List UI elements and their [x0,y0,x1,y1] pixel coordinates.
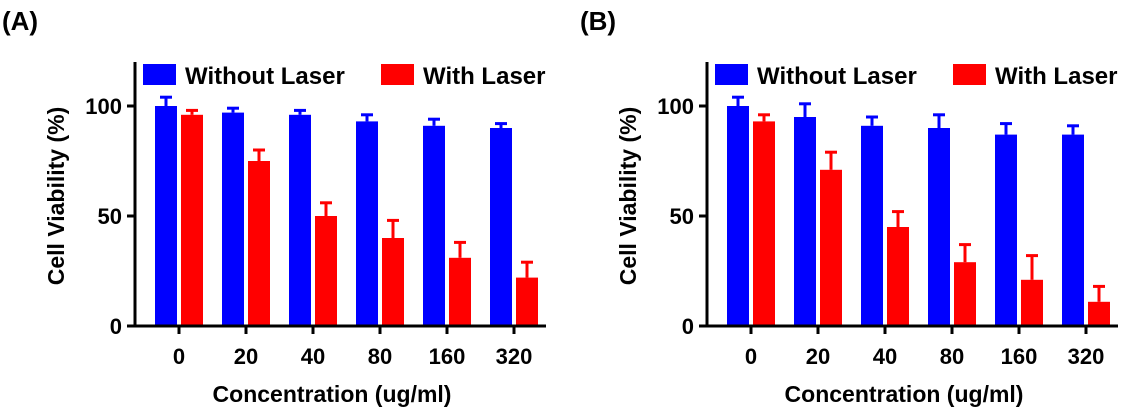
x-tick-label: 20 [806,344,830,369]
x-tick-label: 0 [173,344,185,369]
bar [516,277,538,326]
panel-b: (B) Cell Viability (%) Concentration (ug… [580,6,1118,407]
plot-area: 0 50 100 0 20 40 80 160 320 [657,62,1118,369]
y-axis-title: Cell Viability (%) [43,107,69,286]
x-tick-label: 80 [940,344,964,369]
bar [449,257,471,326]
panel-label: (B) [580,6,616,36]
y-tick-label: 0 [682,314,694,339]
y-tick-label: 50 [98,204,122,229]
bar [794,117,816,326]
bar [995,134,1017,326]
bar [356,121,378,327]
x-tick-label: 40 [873,344,897,369]
bar [861,125,883,326]
bar [490,128,512,326]
x-tick-label: 40 [301,344,325,369]
legend-label-with-laser: With Laser [995,63,1117,90]
legend-swatch-without-laser [715,64,748,85]
plot-area: 0 50 100 0 20 40 80 160 320 [85,62,546,369]
legend-label-without-laser: Without Laser [757,63,917,90]
bar [248,161,270,326]
x-tick-label: 20 [234,344,258,369]
y-tick-label: 100 [657,94,694,119]
bar [887,227,909,326]
x-tick-label: 160 [429,344,466,369]
y-tick-label: 0 [110,314,122,339]
bar [727,106,749,326]
x-tick-label: 0 [745,344,757,369]
bar [820,169,842,326]
legend-swatch-with-laser [381,64,414,85]
bar [753,121,775,327]
panel-a: (A) Cell Viability (%) Concentration (ug… [2,6,546,407]
bar [315,216,337,326]
x-axis-title: Concentration (ug/ml) [213,381,452,407]
legend-swatch-without-laser [143,64,176,85]
bar [954,262,976,326]
legend-swatch-with-laser [953,64,986,85]
legend-label-with-laser: With Laser [423,63,545,90]
y-tick-label: 50 [670,204,694,229]
bar [181,114,203,326]
y-axis-title: Cell Viability (%) [615,107,641,286]
y-tick-label: 100 [85,94,122,119]
x-tick-label: 80 [368,344,392,369]
bar [382,238,404,326]
x-tick-label: 320 [496,344,533,369]
bar [423,125,445,326]
x-tick-label: 320 [1068,344,1105,369]
panel-label: (A) [2,6,38,36]
x-tick-label: 160 [1001,344,1038,369]
bar [1088,301,1110,326]
bar [155,106,177,326]
bar [289,114,311,326]
bar [1062,134,1084,326]
legend-label-without-laser: Without Laser [185,63,345,90]
bar [1021,279,1043,326]
bar [222,112,244,326]
bar [928,128,950,326]
x-axis-title: Concentration (ug/ml) [785,381,1024,407]
